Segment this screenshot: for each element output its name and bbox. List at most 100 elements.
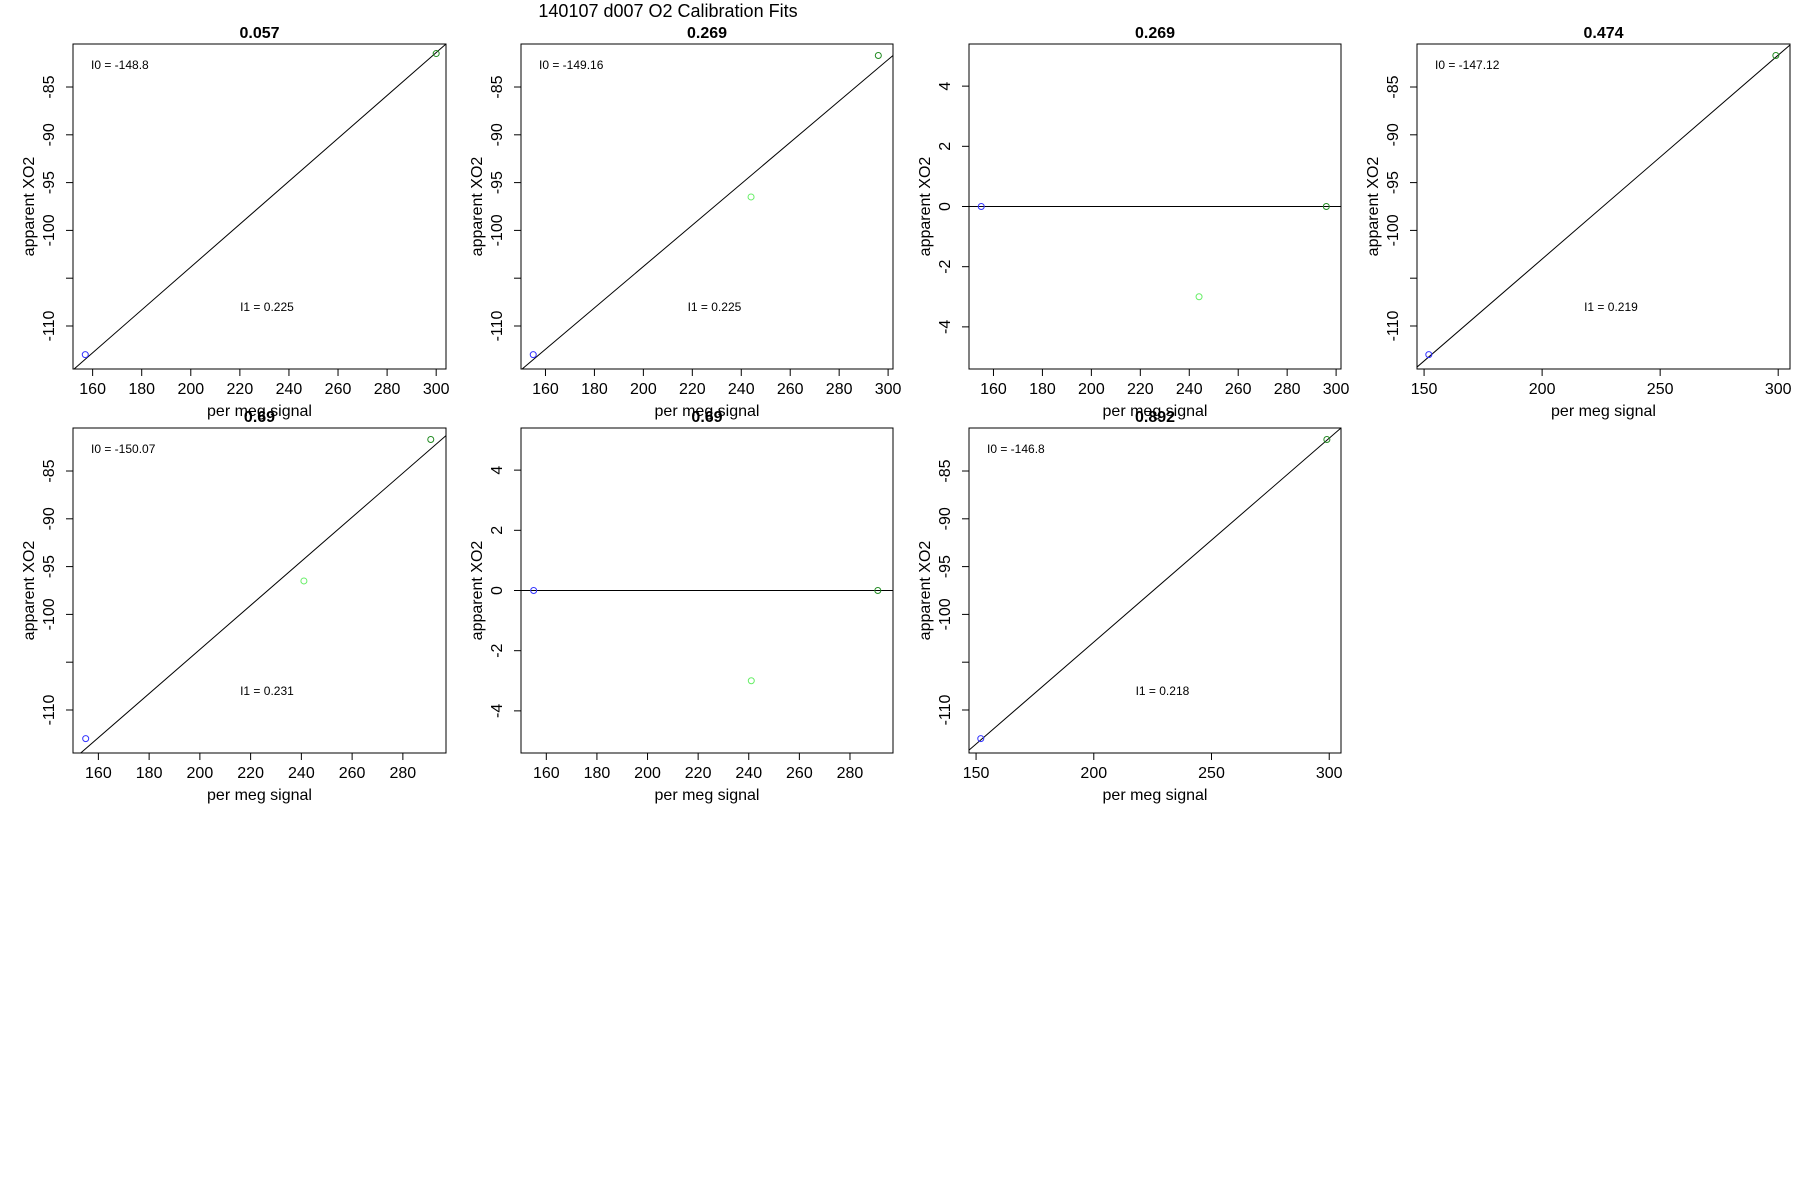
y-tick-label: -100 <box>41 214 58 246</box>
plot-panel: 0.057 160 180 200 220 240 260 280 300 -110 -100 -95… <box>21 25 450 420</box>
y-tick-label: -95 <box>41 555 58 578</box>
data-point <box>1322 203 1330 210</box>
x-tick-label: 240 <box>728 381 755 398</box>
y-tick-label: -90 <box>937 507 954 530</box>
data-point <box>432 50 440 58</box>
y-axis-label: apparent XO2 <box>917 157 934 257</box>
plot-frame <box>72 427 447 754</box>
x-tick-label: 220 <box>237 765 264 782</box>
intercept-annotation: I0 = -147.12 <box>1435 58 1500 72</box>
x-tick-label: 160 <box>533 765 560 782</box>
data-point <box>427 435 435 443</box>
x-tick-label: 240 <box>288 765 315 782</box>
panel-title: 0.057 <box>239 25 279 42</box>
y-tick-label: -90 <box>1385 123 1402 146</box>
x-axis-label: per meg signal <box>655 403 760 420</box>
y-axis-label: apparent XO2 <box>469 541 486 641</box>
x-tick-label: 200 <box>1078 381 1105 398</box>
y-tick-label: -85 <box>489 75 506 98</box>
fit-line <box>521 55 893 369</box>
x-tick-label: 240 <box>1176 381 1203 398</box>
x-tick-label: 250 <box>1198 765 1225 782</box>
slope-annotation: I1 = 0.218 <box>1136 684 1190 698</box>
panel-title: 0.474 <box>1583 25 1623 42</box>
data-point <box>1772 51 1780 59</box>
plot-panel: 0.892 150 200 250 300 -110 -100 -95 -90 -85 per me… <box>917 409 1343 804</box>
plot-panel: 0.474 150 200 250 300 -110 -100 -95 -90 -85 per me… <box>1365 25 1792 420</box>
x-tick-label: 200 <box>630 381 657 398</box>
data-point <box>977 735 985 743</box>
x-tick-label: 240 <box>735 765 762 782</box>
data-point <box>529 351 537 359</box>
y-axis-label: apparent XO2 <box>469 157 486 257</box>
y-tick-label: -110 <box>489 310 506 341</box>
plot-frame <box>520 43 894 370</box>
y-axis-label: apparent XO2 <box>917 541 934 641</box>
intercept-annotation: I0 = -150.07 <box>91 442 156 456</box>
y-tick-label: 4 <box>489 466 506 475</box>
x-tick-label: 200 <box>1080 765 1107 782</box>
intercept-annotation: I0 = -146.8 <box>987 442 1045 456</box>
x-axis-label: per meg signal <box>207 787 312 804</box>
x-tick-label: 280 <box>826 381 853 398</box>
y-tick-label: -90 <box>489 123 506 146</box>
y-tick-label: -95 <box>489 171 506 194</box>
y-tick-label: 2 <box>937 142 954 151</box>
data-point <box>300 577 308 585</box>
y-tick-label: -2 <box>937 259 954 273</box>
x-tick-label: 200 <box>1529 381 1556 398</box>
x-tick-label: 180 <box>1029 381 1056 398</box>
y-tick-label: -110 <box>937 694 954 725</box>
x-tick-label: 280 <box>1274 381 1301 398</box>
x-tick-label: 300 <box>1765 381 1792 398</box>
data-point <box>530 587 538 594</box>
data-point <box>1195 293 1203 301</box>
y-tick-label: -110 <box>1385 310 1402 341</box>
x-tick-label: 300 <box>423 381 450 398</box>
y-tick-label: -100 <box>1385 214 1402 246</box>
x-tick-label: 260 <box>339 765 366 782</box>
y-tick-label: 2 <box>489 526 506 535</box>
x-tick-label: 260 <box>777 381 804 398</box>
x-tick-label: 260 <box>325 381 352 398</box>
x-tick-label: 280 <box>374 381 401 398</box>
slope-annotation: I1 = 0.219 <box>1584 300 1638 314</box>
x-tick-label: 220 <box>679 381 706 398</box>
y-tick-label: -85 <box>41 75 58 98</box>
y-tick-label: -90 <box>41 507 58 530</box>
x-tick-label: 220 <box>227 381 254 398</box>
data-point <box>977 203 985 210</box>
x-tick-label: 220 <box>685 765 712 782</box>
y-tick-label: -90 <box>41 123 58 146</box>
x-tick-label: 180 <box>136 765 163 782</box>
x-tick-label: 280 <box>390 765 417 782</box>
x-tick-label: 150 <box>1411 381 1438 398</box>
data-point <box>81 351 89 359</box>
x-tick-label: 280 <box>837 765 864 782</box>
y-tick-label: -4 <box>489 704 506 718</box>
x-tick-label: 240 <box>276 381 303 398</box>
x-tick-label: 160 <box>980 381 1007 398</box>
x-tick-label: 300 <box>1323 381 1350 398</box>
plot-panel: 0.269 160 180 200 220 240 260 280 300 -4 -2 0 2 4 per … <box>917 25 1350 420</box>
x-tick-label: 200 <box>187 765 214 782</box>
y-axis-label: apparent XO2 <box>21 157 38 257</box>
y-tick-label: 0 <box>937 202 954 211</box>
x-tick-label: 150 <box>963 765 990 782</box>
x-axis-label: per meg signal <box>655 787 760 804</box>
fit-line <box>79 435 446 753</box>
data-point <box>1323 435 1331 443</box>
fit-line <box>1417 44 1790 368</box>
y-tick-label: -100 <box>41 598 58 630</box>
plot-frame <box>968 427 1342 754</box>
y-tick-label: -110 <box>41 694 58 725</box>
plot-frame <box>1416 43 1791 370</box>
panel-title: 0.269 <box>687 25 727 42</box>
x-tick-label: 200 <box>177 381 204 398</box>
x-tick-label: 180 <box>584 765 611 782</box>
y-tick-label: -100 <box>937 598 954 630</box>
y-tick-label: -4 <box>937 320 954 334</box>
x-tick-label: 180 <box>128 381 155 398</box>
y-tick-label: -85 <box>41 459 58 482</box>
